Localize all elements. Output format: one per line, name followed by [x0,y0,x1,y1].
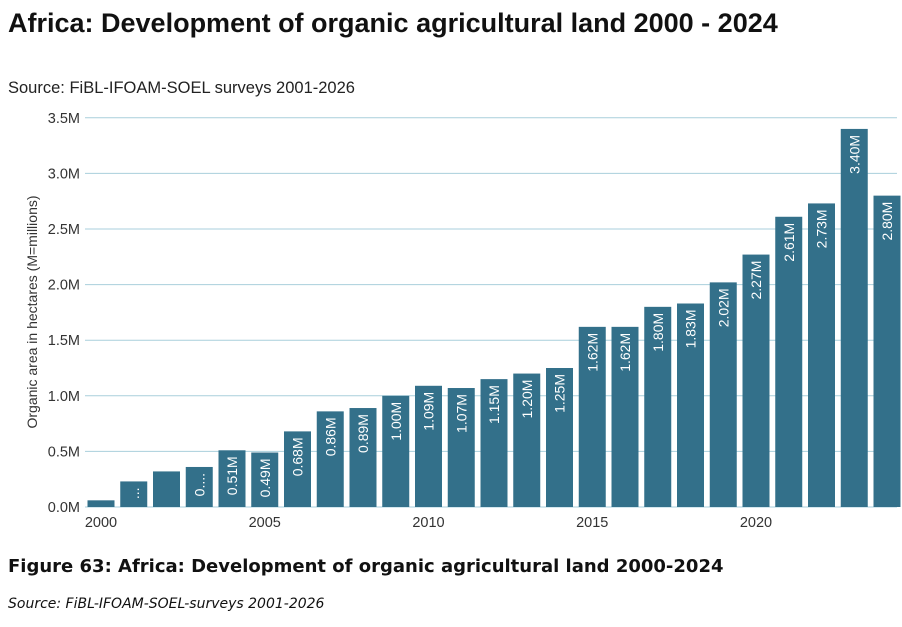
figure-source: Source: FiBL-IFOAM-SOEL-surveys 2001-202… [8,596,325,612]
data-label: 1.07M [453,394,469,433]
y-tick-label: 3.0M [48,166,80,182]
x-tick-label: 2000 [85,515,117,531]
figure-caption: Figure 63: Africa: Development of organi… [8,556,724,577]
data-label: 1.00M [388,402,404,441]
data-label: 0.49M [257,459,273,498]
bar [349,408,377,507]
bar [775,216,803,507]
bar [218,450,246,507]
data-label: 2.73M [814,209,830,248]
y-tick-label: 3.5M [48,111,80,127]
bar [87,500,115,507]
data-label: 0.89M [355,414,371,453]
bar [251,452,279,507]
bar [513,373,541,507]
data-label: 1.80M [650,313,666,352]
y-axis-label: Organic area in hectares (M=millions) [24,195,40,428]
data-label: ... [126,487,142,499]
bar [677,303,704,507]
data-label: 0.86M [322,417,338,456]
bar [120,481,148,507]
data-label: 1.62M [584,333,600,372]
data-label: 2.61M [781,223,797,262]
y-tick-label: 1.0M [48,389,80,405]
data-label: 0.51M [224,456,240,495]
bar [415,385,442,507]
bar [873,195,901,507]
data-label: 1.20M [519,380,535,419]
data-label: 2.02M [715,288,731,327]
bar [644,306,672,507]
bar [185,466,213,507]
data-label: 0.68M [290,437,306,476]
data-label: 1.09M [421,392,437,431]
chart-subtitle: Source: FiBL-IFOAM-SOEL surveys 2001-202… [8,79,355,97]
bar [546,368,573,507]
y-tick-label: 0.5M [48,444,80,460]
data-label: 2.80M [879,202,895,241]
bar [316,411,344,507]
bar [153,471,180,507]
y-tick-label: 2.5M [48,222,80,238]
x-tick-label: 2020 [740,515,772,531]
bar [611,326,639,507]
data-label: 1.83M [683,310,699,349]
y-tick-label: 2.0M [48,278,80,294]
data-label: 3.40M [846,135,862,174]
data-label: 1.15M [486,385,502,424]
bar [578,326,606,507]
bar [382,395,410,507]
bar [709,282,737,507]
y-tick-label: 0.0M [48,500,80,516]
data-label: 2.27M [748,261,764,300]
bar [284,431,311,507]
data-label: 1.25M [552,374,568,413]
x-tick-label: 2015 [576,515,608,531]
bar [840,128,868,508]
bar [480,379,508,507]
y-tick-label: 1.5M [48,333,80,349]
chart-title: Africa: Development of organic agricultu… [8,8,778,38]
x-tick-label: 2010 [412,515,444,531]
bar [808,203,835,507]
bar [447,388,475,507]
bar [742,254,770,507]
data-label: 1.62M [617,333,633,372]
x-tick-label: 2005 [249,515,281,531]
data-label: 0.... [191,473,207,496]
